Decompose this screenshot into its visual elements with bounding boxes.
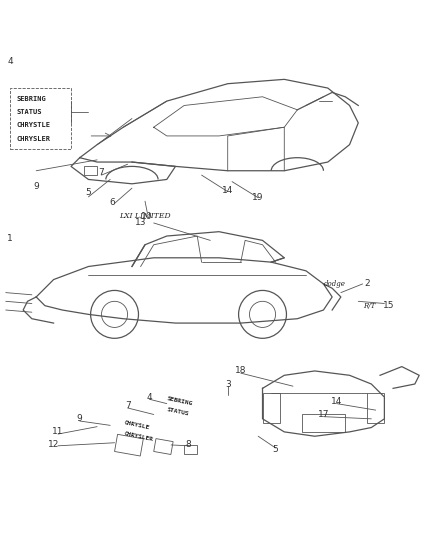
Text: 17: 17 [318, 410, 329, 419]
Bar [367, 393, 385, 423]
Text: dodge: dodge [323, 280, 345, 288]
Text: 19: 19 [252, 193, 264, 202]
Text: SEBRING: SEBRING [167, 396, 194, 407]
Text: 11: 11 [52, 427, 64, 437]
Text: CHRYSLER: CHRYSLER [123, 431, 154, 442]
Text: SEBRING: SEBRING [17, 96, 46, 102]
Text: 9: 9 [77, 414, 83, 423]
Bar [115, 434, 143, 456]
Text: 13: 13 [135, 219, 146, 228]
Text: STATUS: STATUS [17, 109, 42, 115]
Text: 14: 14 [222, 186, 233, 195]
Text: CHRYSTLE: CHRYSTLE [17, 122, 51, 128]
Text: 4: 4 [147, 393, 152, 401]
Text: STATUS: STATUS [167, 408, 190, 417]
Bar [302, 415, 345, 432]
Text: 4: 4 [7, 58, 13, 67]
Text: 1: 1 [7, 233, 13, 243]
Text: 6: 6 [110, 198, 115, 207]
Text: 12: 12 [48, 440, 59, 449]
Text: 2: 2 [364, 279, 370, 288]
Text: 7: 7 [99, 168, 104, 177]
Text: 7: 7 [125, 401, 131, 410]
Text: 5: 5 [273, 445, 279, 454]
Text: 9: 9 [33, 182, 39, 191]
Text: 14: 14 [331, 397, 342, 406]
Text: 18: 18 [235, 367, 247, 375]
Text: LXI LIMITED: LXI LIMITED [119, 213, 170, 221]
Text: 15: 15 [383, 301, 395, 310]
Text: CHRYSLE: CHRYSLE [123, 420, 150, 431]
Text: 8: 8 [186, 440, 191, 449]
Text: 10: 10 [141, 212, 153, 221]
Bar [10, 88, 71, 149]
Bar [184, 445, 197, 454]
Text: 5: 5 [85, 188, 91, 197]
Bar [262, 393, 280, 423]
Text: R/T: R/T [363, 302, 375, 310]
Text: CHRYSLER: CHRYSLER [17, 136, 51, 142]
Text: 3: 3 [225, 379, 230, 389]
Bar [154, 439, 173, 455]
